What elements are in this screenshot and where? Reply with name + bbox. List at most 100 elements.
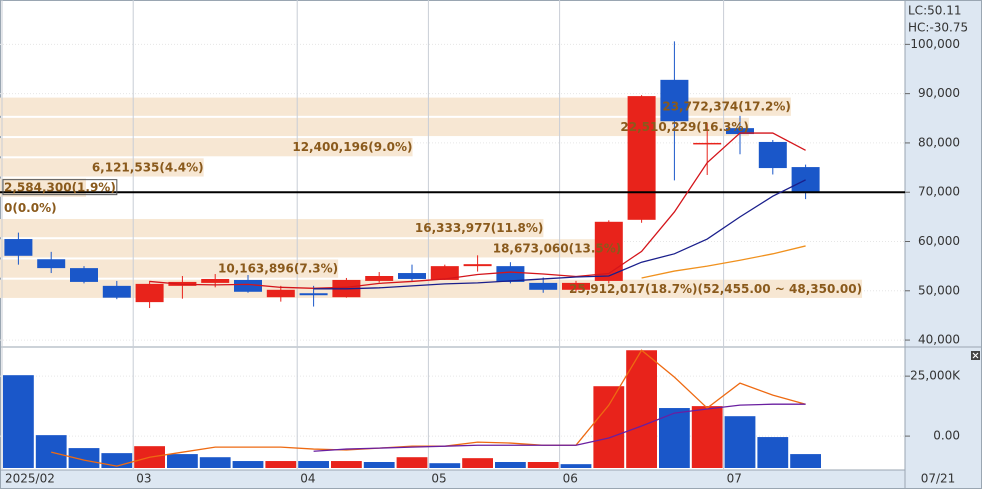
candle-body (529, 282, 558, 290)
y-tick-label: 0.00 (933, 429, 960, 443)
candle-body (102, 285, 131, 298)
profile-value-label: 10,163,896(7.3%) (218, 261, 338, 275)
profile-value-label: 0(0.0%) (4, 200, 57, 214)
volume-bar (3, 375, 34, 468)
volume-bar (167, 454, 198, 468)
y-tick-label: 25,000K (910, 369, 961, 383)
volume-bar (429, 463, 461, 468)
month-separators (1, 0, 725, 470)
x-tick-label: 05 (431, 472, 446, 486)
volume-bar (462, 458, 493, 468)
candle-body (463, 264, 492, 267)
profile-value-label: 22,510,229(16.3%) (620, 119, 749, 133)
x-tick-label: 04 (300, 472, 315, 486)
x-tick-label: 07 (727, 472, 742, 486)
x-tick-label: 03 (136, 472, 151, 486)
profile-label: 22,510,229(16.3%) (620, 119, 749, 133)
profile-label: 12,400,196(9.0%) (292, 140, 412, 154)
volume-bar (232, 461, 264, 468)
volume-bar (659, 408, 690, 468)
profile-label: 2,584,300(1.9%) (4, 180, 116, 194)
candle-body (266, 289, 295, 298)
candle-body (299, 293, 328, 296)
indicator-label: LC:50.11 (908, 4, 961, 18)
volume-bar (527, 462, 559, 468)
candle-body (594, 221, 623, 281)
volume-bar (35, 435, 67, 468)
candle-body (660, 79, 689, 122)
y-tick-label: 40,000 (918, 333, 960, 347)
profile-label: 18,673,060(13.5%) (493, 241, 622, 255)
profile-label: 10,163,896(7.3%) (218, 261, 338, 275)
volume-bar (68, 448, 100, 468)
candle-body (365, 276, 394, 281)
profile-bar (0, 117, 749, 137)
volume-bar (757, 437, 789, 468)
x-tick-label: 06 (563, 472, 578, 486)
ma-lines (0, 132, 905, 467)
volume-bar (790, 454, 821, 468)
candle-body (758, 141, 787, 169)
candle-body (791, 167, 820, 193)
volume-bar (560, 464, 592, 468)
profile-label: 0(0.0%) (4, 200, 57, 214)
profile-bar (0, 138, 413, 157)
y-tick-label: 100,000 (910, 37, 960, 51)
ma-line (641, 245, 806, 279)
volume-bar (331, 461, 362, 468)
ma-line (313, 179, 806, 290)
current-row-box (2, 179, 118, 196)
volume-bar (265, 461, 297, 468)
candle-body (627, 96, 656, 220)
profile-label: 25,912,017(18.7%)(52,455.00 ~ 48,350.00) (569, 281, 862, 295)
volume-bar (593, 386, 625, 468)
profile-bar (0, 158, 204, 177)
candle-body (135, 283, 164, 303)
marks (3, 41, 821, 468)
profile-value-label: 16,333,977(11.8%) (415, 221, 544, 235)
profile-bar (0, 97, 791, 116)
x-tick-label: 2025/02 (5, 472, 55, 486)
ma-line (313, 403, 806, 452)
y-tick-label: 90,000 (918, 86, 960, 100)
profile-value-label: 6,121,535(4.4%) (92, 160, 204, 174)
y-tick-label: 50,000 (918, 283, 960, 297)
profile-value-label: 25,912,017(18.7%) (569, 281, 698, 295)
volume-bar (298, 461, 329, 468)
volume-bar (396, 457, 428, 468)
y-tick-label: 70,000 (918, 185, 960, 199)
profile-value-label: 2,584,300(1.9%) (4, 180, 116, 194)
labels: 40,000 50,000 60,000 70,000 80,000 90,000 100,… (2, 4, 968, 486)
indicator-label: HC:-30.75 (908, 21, 968, 35)
volume-bar (724, 416, 756, 468)
candle-body (562, 282, 590, 290)
volume-bar (199, 457, 231, 468)
candle-body (70, 268, 98, 282)
candle-body (37, 259, 66, 269)
candle-body (496, 266, 525, 282)
candle-body (398, 273, 426, 279)
candle-body (4, 239, 33, 256)
profile-range-label: (52,455.00 ~ 48,350.00) (698, 281, 863, 295)
end-date-label: 07/21 (921, 472, 956, 486)
profile-label: 16,333,977(11.8%) (415, 221, 544, 235)
y-tick-label: 80,000 (918, 135, 960, 149)
volume-bar (626, 350, 657, 468)
ma-line (149, 132, 806, 289)
profile-label: 6,121,535(4.4%) (92, 160, 204, 174)
candle-body (430, 266, 459, 280)
profile-bar (0, 239, 622, 258)
axis-panel (905, 0, 982, 489)
profile-value-label: 12,400,196(9.0%) (292, 140, 412, 154)
close-icon[interactable] (971, 351, 980, 360)
candle-body (726, 128, 754, 135)
y-tick-label: 60,000 (918, 234, 960, 248)
profile-bar (0, 218, 544, 238)
candle-body (201, 278, 230, 283)
candle-body (234, 279, 262, 292)
volume-bar (495, 462, 526, 468)
volume-bar (691, 406, 723, 468)
volume-bar (363, 462, 395, 468)
date-axis-panel (0, 470, 905, 489)
